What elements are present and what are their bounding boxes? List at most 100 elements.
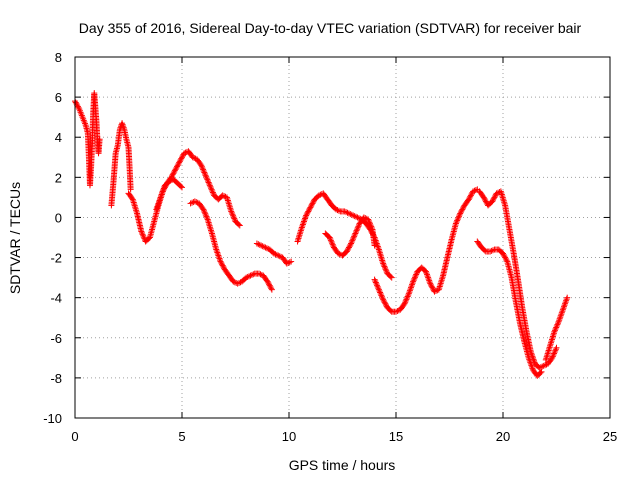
data-point bbox=[307, 204, 314, 211]
data-point bbox=[372, 278, 379, 285]
data-point bbox=[145, 235, 152, 242]
data-point bbox=[273, 251, 280, 258]
data-point bbox=[452, 220, 459, 227]
data-point bbox=[548, 356, 555, 363]
data-point bbox=[348, 239, 355, 246]
data-point bbox=[457, 209, 464, 216]
data-point bbox=[72, 99, 79, 106]
data-point bbox=[378, 293, 385, 300]
data-point bbox=[394, 308, 401, 315]
data-point bbox=[344, 209, 351, 216]
data-point bbox=[203, 213, 210, 220]
data-point bbox=[554, 321, 561, 328]
data-point bbox=[551, 349, 558, 356]
data-point bbox=[266, 281, 273, 288]
y-tick-label: 4 bbox=[55, 130, 62, 145]
data-point bbox=[128, 195, 135, 202]
data-point bbox=[73, 100, 80, 107]
data-point bbox=[201, 170, 208, 177]
data-point bbox=[431, 288, 438, 295]
data-point bbox=[552, 325, 559, 332]
data-point bbox=[459, 206, 466, 213]
data-point bbox=[490, 195, 497, 202]
data-point bbox=[231, 279, 238, 286]
x-tick-label: 15 bbox=[389, 429, 403, 444]
data-point bbox=[204, 178, 211, 185]
data-point bbox=[173, 164, 180, 171]
data-point bbox=[265, 279, 272, 286]
chart-title: Day 355 of 2016, Sidereal Day-to-day VTE… bbox=[79, 20, 582, 36]
data-point bbox=[326, 234, 333, 241]
data-point bbox=[381, 264, 388, 271]
data-point bbox=[472, 187, 479, 194]
data-point bbox=[388, 274, 395, 281]
data-point bbox=[283, 260, 290, 267]
data-point bbox=[552, 346, 559, 353]
y-tick-label: 0 bbox=[55, 210, 62, 225]
data-point bbox=[209, 188, 216, 195]
data-point bbox=[355, 223, 362, 230]
data-point bbox=[206, 180, 213, 187]
y-tick-label: -4 bbox=[50, 291, 62, 306]
data-point bbox=[349, 237, 356, 244]
data-point bbox=[202, 210, 209, 217]
data-point bbox=[458, 207, 465, 214]
data-point bbox=[376, 288, 383, 295]
y-tick-label: -10 bbox=[43, 411, 62, 426]
data-point bbox=[471, 187, 478, 194]
y-tick-label: -8 bbox=[50, 371, 62, 386]
data-point bbox=[204, 176, 211, 183]
data-point bbox=[335, 207, 342, 214]
data-point bbox=[350, 212, 357, 219]
data-point bbox=[402, 297, 409, 304]
data-point bbox=[354, 226, 361, 233]
data-point bbox=[489, 198, 496, 205]
data-point bbox=[400, 301, 407, 308]
data-point bbox=[203, 175, 210, 182]
y-tick-label: 6 bbox=[55, 90, 62, 105]
data-point bbox=[198, 162, 205, 169]
data-point bbox=[367, 222, 374, 229]
data-point bbox=[138, 229, 145, 236]
data-point bbox=[228, 209, 235, 216]
data-point bbox=[271, 250, 278, 257]
data-point bbox=[263, 245, 270, 252]
data-point bbox=[553, 323, 560, 330]
data-point bbox=[413, 271, 420, 278]
data-point bbox=[404, 293, 411, 300]
data-point bbox=[267, 283, 274, 290]
data-point bbox=[209, 189, 216, 196]
data-point bbox=[306, 205, 313, 212]
data-point bbox=[304, 209, 311, 216]
data-point bbox=[380, 262, 387, 269]
data-point bbox=[412, 272, 419, 279]
data-point bbox=[179, 154, 185, 161]
x-tick-label: 25 bbox=[603, 429, 617, 444]
data-point bbox=[482, 197, 489, 204]
data-point bbox=[552, 347, 559, 354]
data-point bbox=[455, 214, 462, 221]
data-point bbox=[179, 184, 185, 191]
data-point bbox=[191, 154, 198, 161]
data-point bbox=[335, 250, 342, 257]
data-point bbox=[371, 276, 378, 283]
data-point bbox=[371, 242, 378, 249]
data-point bbox=[404, 294, 411, 301]
data-point bbox=[374, 282, 381, 289]
data-point bbox=[229, 211, 236, 218]
data-point bbox=[393, 308, 399, 315]
data-point bbox=[564, 294, 571, 301]
data-point bbox=[375, 285, 382, 292]
data-point bbox=[353, 213, 360, 220]
data-point bbox=[551, 327, 558, 334]
data-point bbox=[201, 207, 208, 214]
data-point bbox=[356, 221, 363, 228]
data-point bbox=[410, 277, 417, 284]
data-points bbox=[72, 90, 571, 379]
data-point bbox=[193, 199, 200, 206]
data-point bbox=[538, 368, 545, 375]
data-point bbox=[230, 214, 237, 221]
data-point bbox=[202, 172, 209, 179]
data-point bbox=[456, 211, 463, 218]
